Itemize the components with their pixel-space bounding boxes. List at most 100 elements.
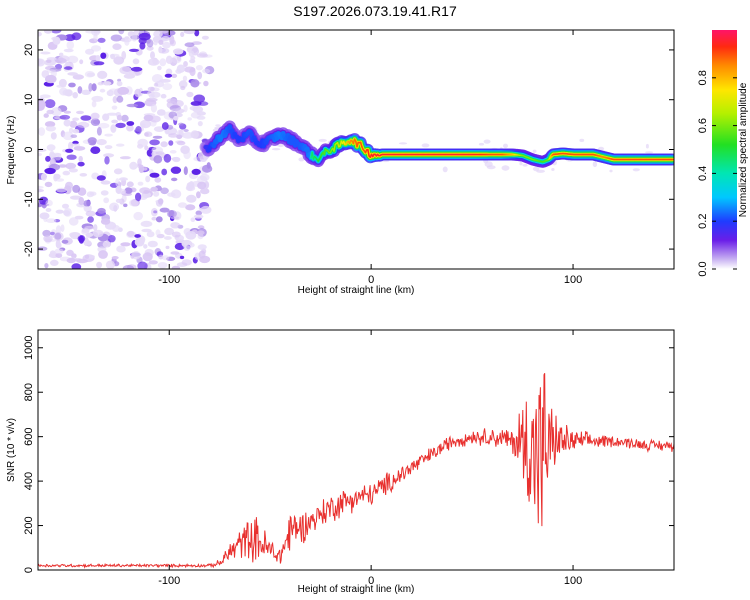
noise-speck xyxy=(90,45,102,52)
noise-speck xyxy=(77,161,85,167)
noise-speck xyxy=(165,55,173,64)
noise-speck xyxy=(40,51,51,55)
snr-series-line xyxy=(38,372,674,569)
noise-speck xyxy=(162,83,173,91)
noise-speck xyxy=(45,74,57,84)
noise-speck xyxy=(53,232,64,241)
noise-speck xyxy=(77,121,90,128)
noise-speck xyxy=(172,156,181,163)
noise-speck xyxy=(609,169,613,173)
noise-speck xyxy=(135,192,142,202)
noise-speck xyxy=(44,167,56,175)
snr-background xyxy=(38,330,674,570)
noise-speck xyxy=(183,166,188,176)
noise-speck xyxy=(197,225,205,229)
y-tick-label: 0 xyxy=(23,567,35,573)
noise-speck xyxy=(50,259,59,266)
noise-speck xyxy=(96,261,103,269)
noise-speck xyxy=(132,58,140,65)
noise-speck xyxy=(71,263,82,269)
noise-speck xyxy=(197,121,203,127)
noise-speck xyxy=(170,251,180,255)
noise-speck xyxy=(112,96,118,104)
noise-speck xyxy=(111,105,118,110)
noise-speck xyxy=(183,61,188,67)
noise-speck xyxy=(144,131,153,137)
noise-speck xyxy=(176,134,183,140)
noise-speck xyxy=(143,244,148,249)
noise-speck xyxy=(486,165,496,170)
noise-speck xyxy=(77,235,86,243)
noise-speck xyxy=(421,143,430,148)
noise-speck xyxy=(46,69,57,73)
noise-speck xyxy=(187,117,192,121)
colorbar-tick-label: 0.0 xyxy=(697,261,709,276)
noise-speck xyxy=(183,129,189,132)
noise-speck xyxy=(181,259,192,266)
noise-speck xyxy=(72,129,80,134)
noise-speck xyxy=(152,135,163,139)
x-tick-label: 0 xyxy=(368,575,374,587)
noise-speck xyxy=(147,86,155,92)
noise-speck xyxy=(149,172,160,178)
noise-speck xyxy=(115,178,120,187)
noise-speck xyxy=(117,86,130,95)
noise-speck xyxy=(182,132,194,139)
noise-speck xyxy=(193,214,204,219)
noise-speck xyxy=(158,39,164,45)
noise-speck xyxy=(51,107,62,117)
noise-speck xyxy=(93,224,98,232)
x-tick-label: 100 xyxy=(564,575,582,587)
frequency-ridge xyxy=(199,120,674,168)
noise-speck xyxy=(156,109,166,116)
noise-speck xyxy=(46,109,54,115)
noise-speck xyxy=(203,80,209,87)
noise-speck xyxy=(38,58,44,65)
noise-speck xyxy=(138,164,145,174)
noise-speck xyxy=(58,164,68,168)
noise-speck xyxy=(55,225,62,234)
noise-speck xyxy=(158,46,163,54)
noise-speck xyxy=(95,55,101,62)
noise-speck xyxy=(120,242,131,247)
noise-speck xyxy=(645,143,649,149)
noise-speck xyxy=(65,61,71,67)
noise-speck xyxy=(46,59,52,63)
noise-speck xyxy=(54,248,64,255)
noise-speck xyxy=(38,101,47,108)
noise-speck xyxy=(298,157,305,162)
noise-speck xyxy=(49,150,55,159)
colorbar-tick-label: 0.8 xyxy=(697,70,709,85)
noise-speck xyxy=(84,70,95,78)
noise-speck xyxy=(169,35,175,45)
noise-speck xyxy=(115,143,125,147)
noise-speck xyxy=(115,122,126,129)
noise-speck xyxy=(60,224,65,232)
noise-speck xyxy=(63,119,71,127)
noise-speck xyxy=(151,216,157,221)
noise-speck xyxy=(398,142,408,145)
y-tick-label: 10 xyxy=(23,94,35,106)
noise-speck xyxy=(161,255,170,261)
noise-speck xyxy=(103,197,110,204)
noise-speck xyxy=(153,126,165,132)
noise-speck xyxy=(174,108,185,114)
noise-speck xyxy=(168,140,174,146)
noise-speck xyxy=(579,138,585,142)
noise-speck xyxy=(72,117,80,121)
noise-speck xyxy=(52,36,61,45)
x-tick-label: 100 xyxy=(564,274,582,286)
noise-speck xyxy=(185,204,196,211)
noise-speck xyxy=(43,113,49,118)
noise-speck xyxy=(151,207,158,217)
noise-speck xyxy=(202,68,211,74)
noise-speck xyxy=(45,125,57,132)
noise-speck xyxy=(201,164,213,173)
noise-speck xyxy=(68,82,76,88)
colorbar: 0.0 0.2 0.4 0.6 0.8 Normalized spectral ampl… xyxy=(697,30,749,277)
noise-speck xyxy=(46,218,57,223)
noise-speck xyxy=(68,141,74,150)
noise-speck xyxy=(102,241,112,248)
noise-speck xyxy=(129,161,138,170)
noise-speck xyxy=(39,94,51,99)
